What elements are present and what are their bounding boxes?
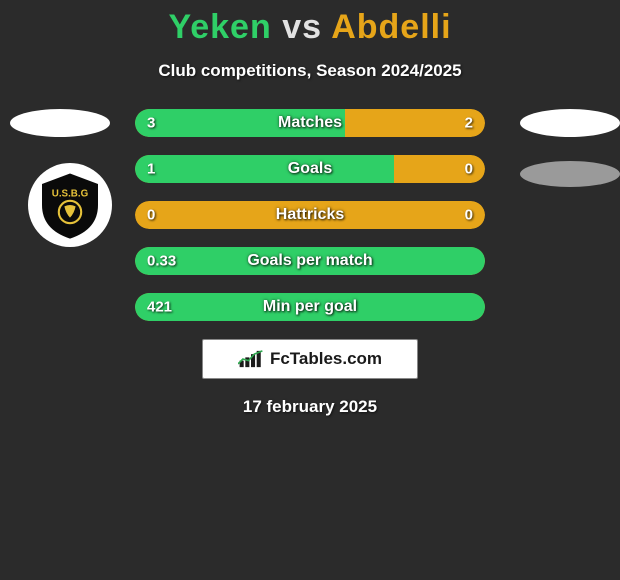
bar-label: Goals bbox=[288, 160, 332, 178]
bar-value-left: 3 bbox=[147, 115, 155, 132]
player1-club-badge: U.S.B.G bbox=[28, 163, 112, 247]
bar-label: Goals per match bbox=[247, 252, 372, 270]
stat-bar-row: Goals 1 0 bbox=[135, 155, 485, 183]
bar-value-left: 0 bbox=[147, 207, 155, 224]
stat-bar-row: Matches 3 2 bbox=[135, 109, 485, 137]
bar-fill-player1 bbox=[135, 155, 394, 183]
stat-bar-row: Min per goal 421 bbox=[135, 293, 485, 321]
player2-club-oval bbox=[520, 161, 620, 187]
player2-avatar-oval bbox=[520, 109, 620, 137]
bar-value-left: 421 bbox=[147, 299, 172, 316]
bar-value-right: 2 bbox=[465, 115, 473, 132]
shield-icon: U.S.B.G bbox=[35, 170, 105, 240]
bar-label: Min per goal bbox=[263, 298, 357, 316]
title-player2: Abdelli bbox=[331, 8, 451, 46]
chart-icon bbox=[238, 348, 264, 370]
bar-value-right: 0 bbox=[465, 161, 473, 178]
bar-value-left: 0.33 bbox=[147, 253, 176, 270]
subtitle: Club competitions, Season 2024/2025 bbox=[0, 61, 620, 81]
date-text: 17 february 2025 bbox=[0, 397, 620, 417]
page-title: Yeken vs Abdelli bbox=[0, 0, 620, 47]
player1-avatar-oval bbox=[10, 109, 110, 137]
bar-value-right: 0 bbox=[465, 207, 473, 224]
svg-text:U.S.B.G: U.S.B.G bbox=[52, 189, 89, 200]
title-vs: vs bbox=[282, 8, 322, 46]
bar-label: Hattricks bbox=[276, 206, 344, 224]
title-player1: Yeken bbox=[168, 8, 271, 46]
stat-bar-row: Hattricks 0 0 bbox=[135, 201, 485, 229]
brand-text: FcTables.com bbox=[270, 349, 382, 369]
bar-value-left: 1 bbox=[147, 161, 155, 178]
stat-bar-row: Goals per match 0.33 bbox=[135, 247, 485, 275]
bar-label: Matches bbox=[278, 114, 342, 132]
brand-badge[interactable]: FcTables.com bbox=[202, 339, 418, 379]
